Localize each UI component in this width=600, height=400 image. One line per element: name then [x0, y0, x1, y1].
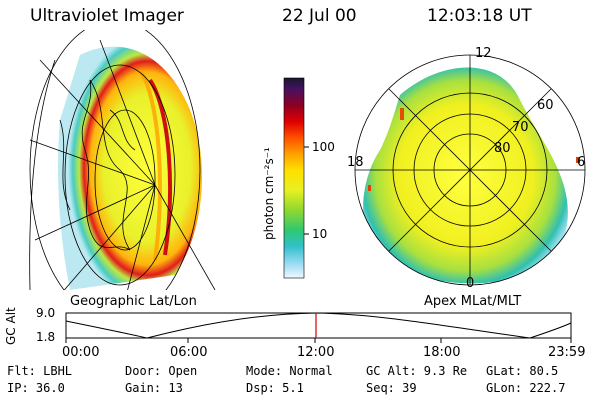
mlat-label-80: 80 — [494, 141, 511, 156]
date-label: 22 Jul 00 — [282, 6, 357, 26]
status-dsp: Dsp: 5.1 — [246, 381, 304, 395]
mlt-label-18: 18 — [347, 155, 364, 170]
time-tick-0600: 06:00 — [170, 345, 208, 360]
right-panel-caption: Apex MLat/MLT — [424, 294, 522, 309]
status-filter: Flt: LBHL — [7, 364, 73, 378]
status-mode: Mode: Normal — [246, 364, 333, 378]
polar-grid — [354, 54, 586, 286]
colorbar-tick-100: 100 — [312, 140, 335, 154]
altitude-plot — [65, 312, 572, 343]
mlat-label-60: 60 — [537, 98, 554, 113]
altitude-ytick-1-8: 1.8 — [36, 330, 56, 344]
app-title: Ultraviolet Imager — [30, 6, 184, 26]
status-glon: GLon: 222.7 — [486, 381, 566, 395]
altitude-ylabel: GC Alt — [4, 307, 18, 345]
colorbar-unit-label: photon cm⁻²s⁻¹ — [262, 147, 276, 240]
status-glat: GLat: 80.5 — [486, 364, 559, 378]
time-tick-2359: 23:59 — [548, 345, 586, 360]
time-tick-0000: 00:00 — [62, 345, 100, 360]
time-tick-1800: 18:00 — [423, 345, 461, 360]
mlt-label-6: 6 — [577, 155, 586, 170]
status-ip: IP: 36.0 — [7, 381, 65, 395]
altitude-ytick-9: 9.0 — [36, 306, 56, 320]
status-seq: Seq: 39 — [366, 381, 417, 395]
mlat-label-70: 70 — [512, 120, 529, 135]
time-label: 12:03:18 UT — [427, 6, 532, 26]
colorbar-tick-10: 10 — [312, 227, 328, 241]
mlt-label-0: 0 — [466, 276, 475, 291]
status-gain: Gain: 13 — [125, 381, 183, 395]
status-door: Door: Open — [125, 364, 198, 378]
time-tick-1200: 12:00 — [297, 345, 335, 360]
colorbar — [283, 77, 305, 279]
geographic-image — [29, 30, 216, 290]
left-panel-caption: Geographic Lat/Lon — [70, 294, 197, 309]
status-gc-alt: GC Alt: 9.3 Re — [366, 364, 468, 378]
mlt-label-12: 12 — [475, 46, 492, 61]
